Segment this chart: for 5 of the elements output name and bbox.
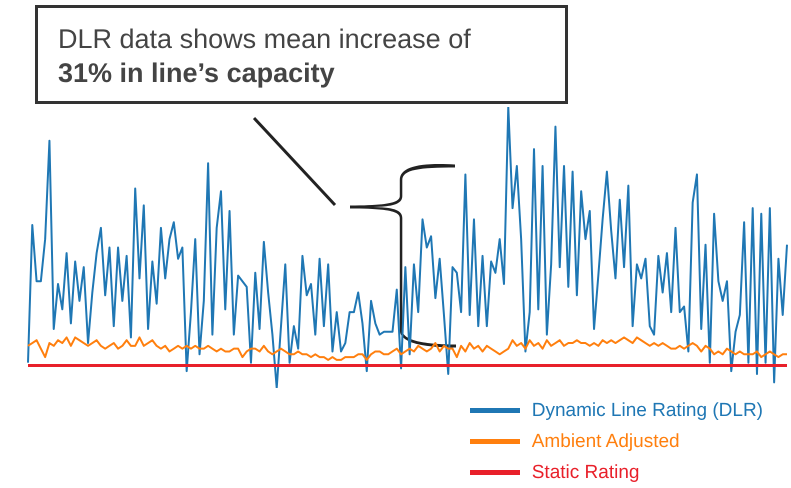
legend-label: Ambient Adjusted	[532, 430, 680, 452]
legend-label: Static Rating	[532, 462, 640, 484]
legend-label: Dynamic Line Rating (DLR)	[532, 400, 763, 422]
text: 31% in line’s capacity	[58, 57, 336, 90]
text: DLR data shows mean increase of	[58, 23, 472, 56]
